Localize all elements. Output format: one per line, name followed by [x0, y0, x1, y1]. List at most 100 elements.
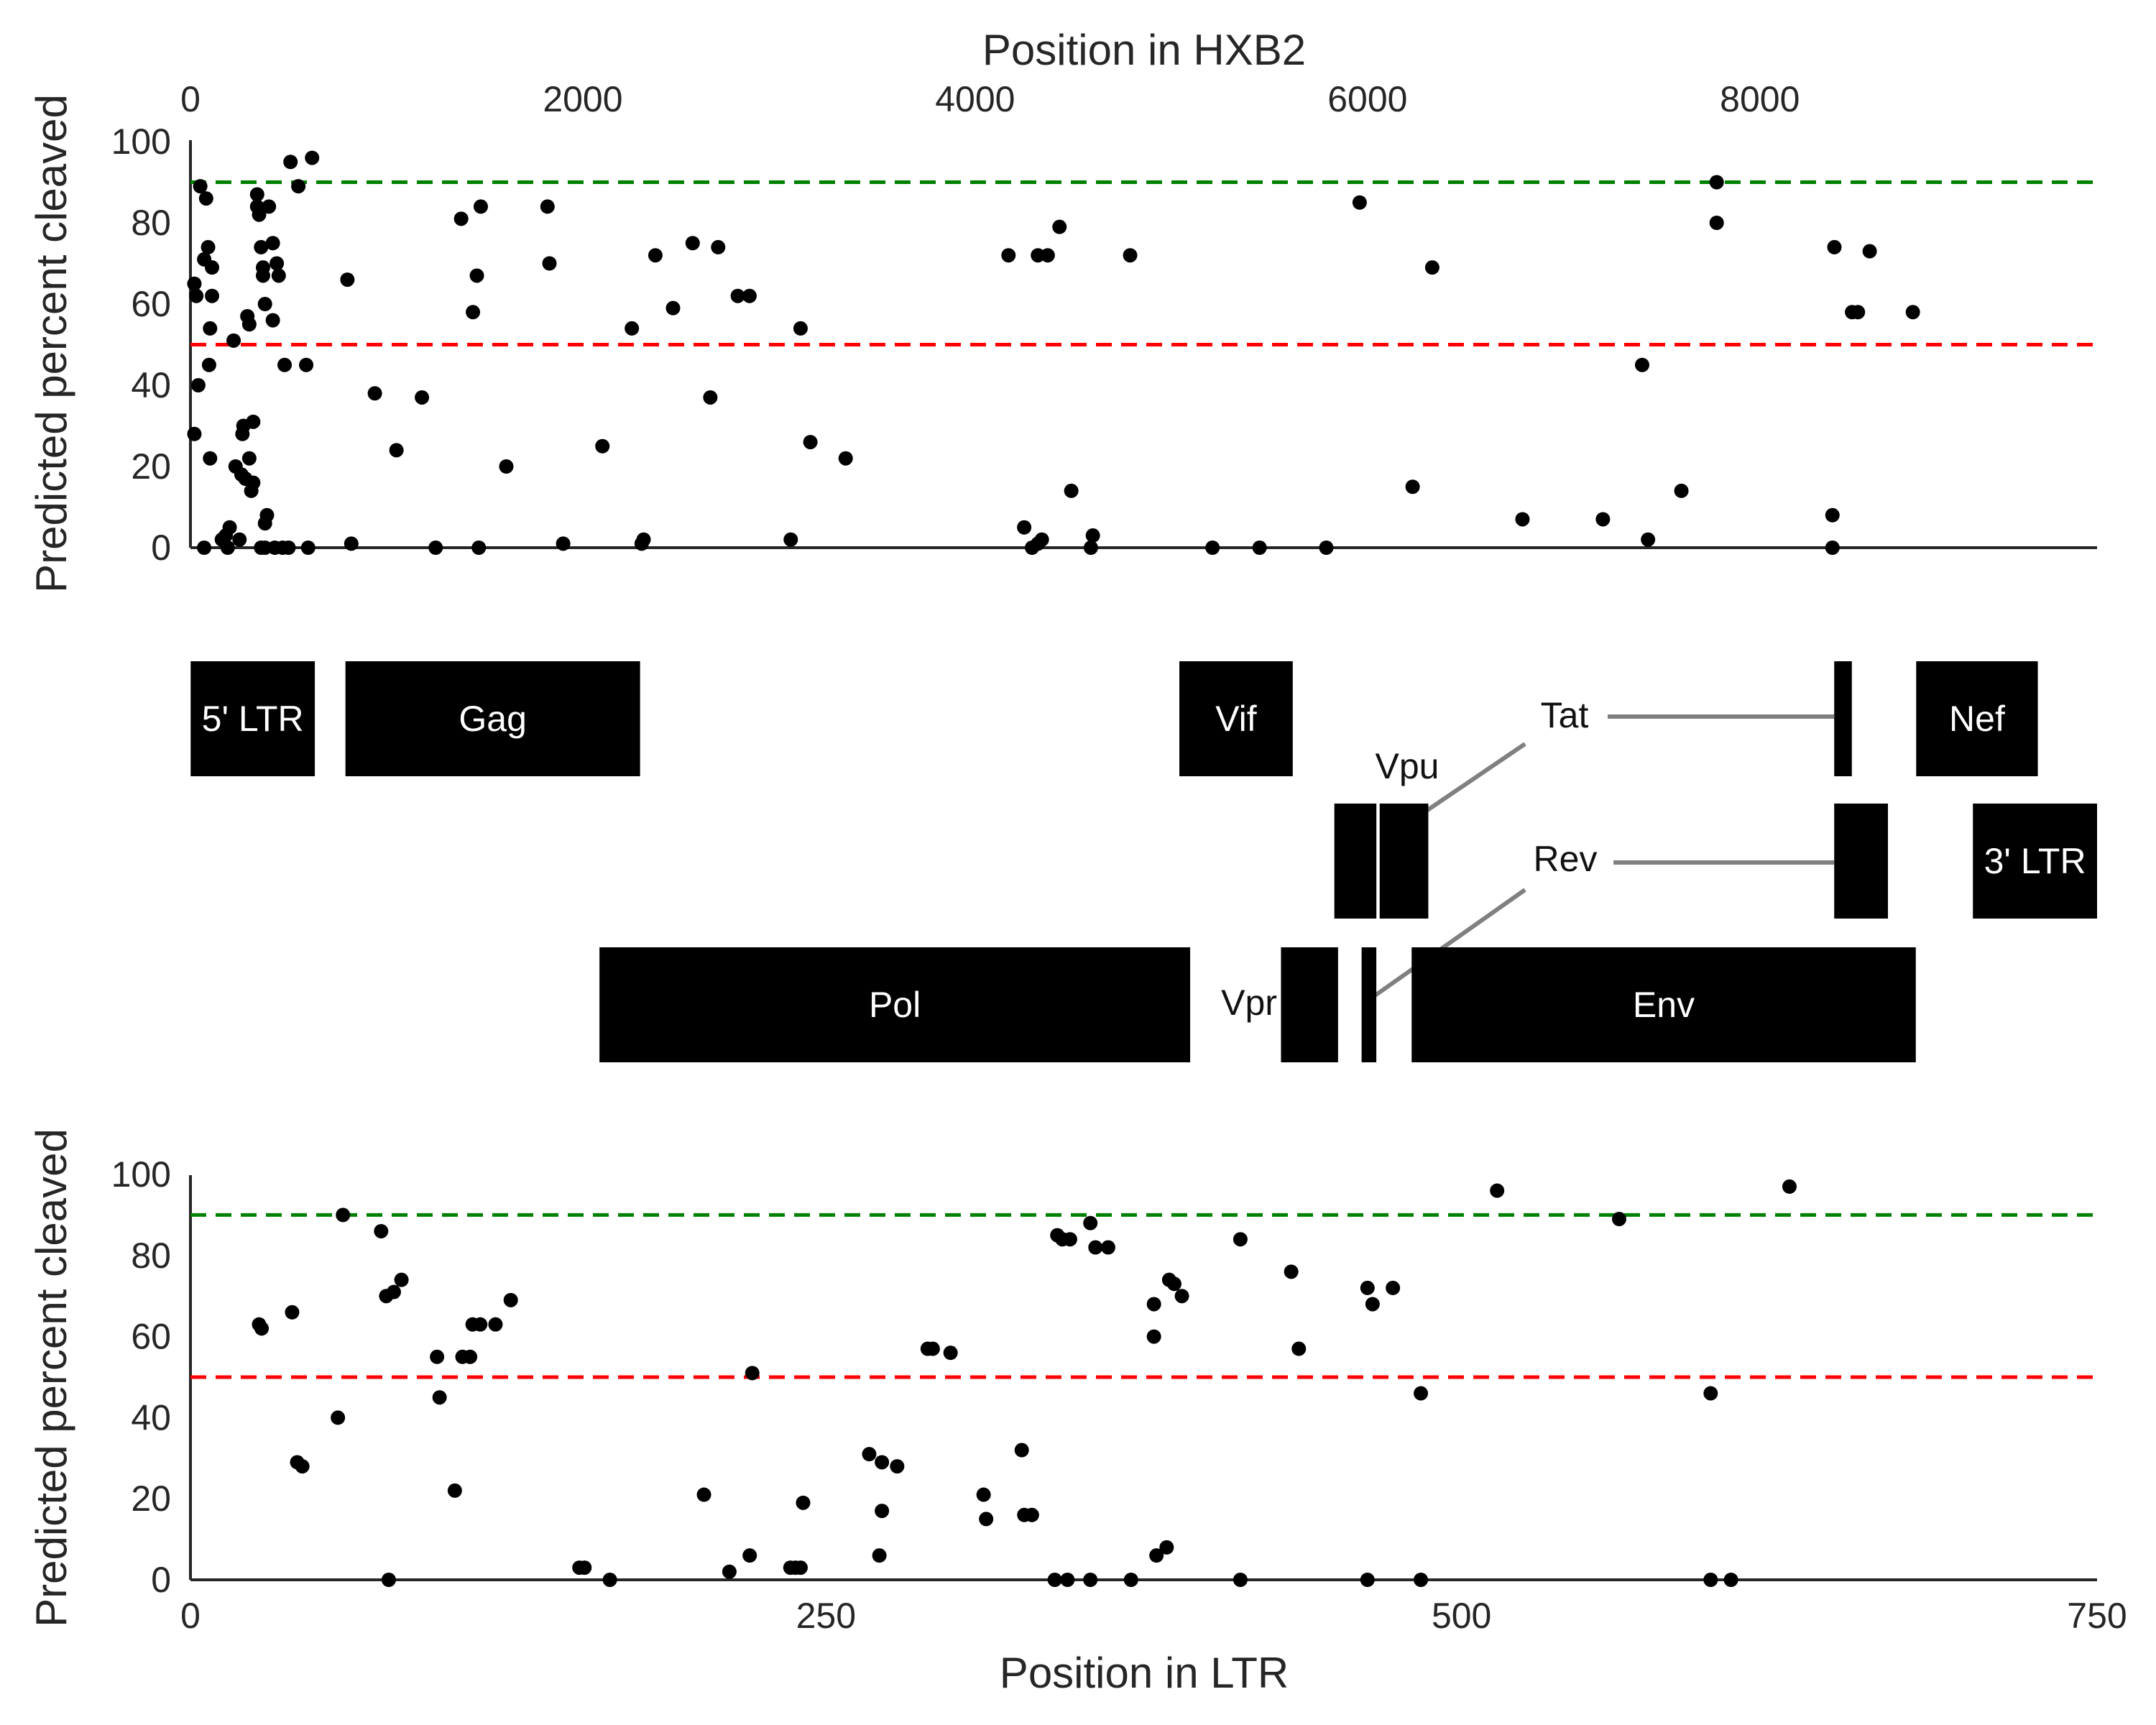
bot-data-point: [696, 1487, 711, 1502]
bot-data-point: [1703, 1573, 1718, 1587]
bot-data-point: [447, 1483, 462, 1498]
bot-data-point: [745, 1366, 760, 1381]
top-y-tick-label: 100: [111, 121, 171, 162]
top-data-point: [189, 288, 204, 303]
top-data-point: [1827, 239, 1842, 254]
top-x-tick-label: 8000: [1720, 79, 1800, 119]
top-data-point: [1905, 305, 1920, 320]
top-data-point: [265, 236, 280, 251]
top-y-tick-label: 80: [131, 203, 171, 243]
top-data-point: [473, 199, 488, 214]
top-data-point: [711, 239, 726, 254]
top-data-point: [277, 357, 292, 372]
bot-data-point: [1611, 1212, 1626, 1227]
bot-data-point: [295, 1459, 310, 1474]
bot-data-point: [1159, 1540, 1174, 1555]
gene-label-gag: Gag: [459, 699, 527, 739]
top-data-point: [1085, 528, 1100, 543]
bot-x-tick-label: 250: [796, 1596, 856, 1636]
top-data-point: [1634, 357, 1649, 372]
bot-data-point: [976, 1487, 991, 1502]
top-x-tick-label: 2000: [543, 79, 622, 119]
bot-data-point: [1723, 1573, 1738, 1587]
bot-data-point: [463, 1349, 478, 1364]
top-y-tick-label: 60: [131, 284, 171, 324]
top-data-point: [257, 297, 272, 311]
bot-data-point: [979, 1512, 994, 1527]
bot-y-tick-label: 0: [151, 1560, 171, 1600]
bot-data-point: [1386, 1280, 1401, 1295]
bot-data-point: [386, 1284, 401, 1300]
bot-data-point: [872, 1548, 887, 1563]
bot-data-point: [1083, 1573, 1098, 1587]
bot-data-point: [1360, 1573, 1375, 1587]
bot-data-point: [488, 1317, 503, 1332]
top-y-axis-label: Predicted percent cleaved: [27, 94, 75, 593]
top-data-point: [187, 426, 202, 441]
top-data-point: [1825, 507, 1840, 523]
bot-data-point: [1146, 1297, 1161, 1312]
bot-data-point: [1146, 1329, 1161, 1344]
top-data-point: [499, 459, 514, 474]
top-data-point: [203, 321, 218, 336]
bot-data-point: [793, 1560, 808, 1576]
bot-data-point: [875, 1504, 890, 1519]
top-data-point: [283, 155, 298, 170]
bot-data-point: [336, 1208, 351, 1223]
top-data-point: [469, 268, 484, 283]
bot-y-tick-label: 40: [131, 1397, 171, 1438]
bot-data-point: [430, 1349, 445, 1364]
bot-data-point: [1149, 1548, 1164, 1563]
gene-box-vpu: [1379, 804, 1429, 919]
gene-box-3-ltr: [1973, 804, 2097, 919]
bot-data-point: [890, 1459, 905, 1474]
gene-box-5-ltr: [190, 661, 315, 776]
gene-label-nef: Nef: [1949, 699, 2005, 739]
gene-box-pol: [599, 947, 1191, 1062]
top-data-point: [222, 520, 237, 535]
top-data-point: [252, 207, 267, 222]
top-data-point: [1595, 512, 1611, 527]
vpr-label: Vpr: [1221, 983, 1277, 1023]
top-data-point: [838, 451, 853, 466]
top-data-point: [665, 300, 681, 316]
top-data-point: [220, 540, 235, 555]
bot-data-point: [381, 1573, 396, 1587]
top-data-point: [1424, 260, 1439, 275]
gene-box-gag: [345, 661, 640, 776]
vpu-leader-line: [1425, 742, 1526, 813]
top-data-point: [299, 357, 314, 372]
bot-data-point: [394, 1272, 409, 1287]
bot-x-tick-label: 500: [1432, 1596, 1491, 1636]
top-data-point: [1017, 520, 1032, 535]
top-data-point: [803, 435, 818, 450]
bot-x-tick-label: 0: [180, 1596, 201, 1636]
top-y-tick-label: 20: [131, 446, 171, 487]
top-data-point: [1674, 483, 1689, 498]
bot-data-point: [432, 1390, 447, 1405]
bot-data-point: [577, 1560, 592, 1576]
bot-data-point: [925, 1341, 940, 1356]
top-data-point: [1205, 540, 1220, 555]
top-data-point: [187, 276, 202, 291]
top-data-point: [265, 313, 280, 328]
top-data-point: [255, 268, 270, 283]
top-data-point: [685, 236, 700, 251]
bot-data-point: [862, 1447, 877, 1462]
gene-label-5-ltr: 5' LTR: [202, 699, 304, 739]
bot-data-point: [1782, 1179, 1797, 1194]
bot-data-point: [1490, 1183, 1505, 1198]
bot-data-point: [1233, 1232, 1248, 1247]
top-x-tick-label: 0: [180, 79, 201, 119]
top-data-point: [466, 305, 481, 320]
bot-y-tick-label: 80: [131, 1236, 171, 1276]
bot-data-point: [1703, 1386, 1718, 1401]
bot-data-point: [285, 1305, 300, 1320]
rev-label: Rev: [1534, 839, 1598, 879]
top-data-point: [291, 179, 306, 194]
top-y-tick-label: 40: [131, 365, 171, 405]
top-x-tick-label: 4000: [935, 79, 1015, 119]
bot-data-point: [1083, 1215, 1098, 1230]
top-data-point: [198, 191, 213, 206]
